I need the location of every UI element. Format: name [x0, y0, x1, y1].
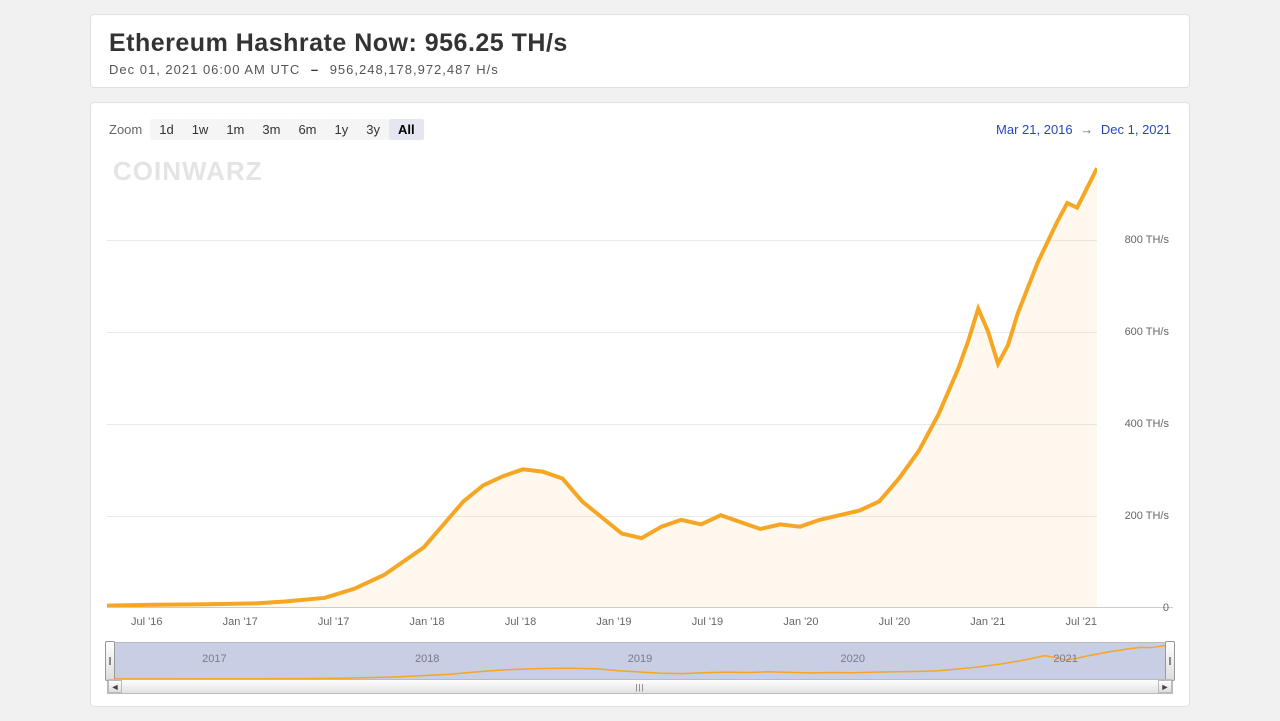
chart-toolbar: Zoom 1d1w1m3m6m1y3yAll Mar 21, 2016 → De… [109, 119, 1171, 140]
scroll-left-icon[interactable]: ◄ [108, 680, 122, 693]
x-tick-label: Jan '20 [783, 616, 818, 628]
x-tick-label: Jul '17 [318, 616, 349, 628]
raw-hashrate: 956,248,178,972,487 H/s [330, 62, 499, 77]
zoom-button-1y[interactable]: 1y [326, 119, 358, 140]
y-tick-label: 600 TH/s [1125, 326, 1169, 338]
zoom-button-1m[interactable]: 1m [217, 119, 253, 140]
zoom-button-1d[interactable]: 1d [150, 119, 182, 140]
x-tick-label: Jul '16 [131, 616, 162, 628]
y-tick-label: 800 TH/s [1125, 234, 1169, 246]
y-tick-label: 0 [1163, 602, 1169, 614]
x-axis-labels: Jul '16 Jan '17 Jul '17 Jan '18 Jul '18 Jan '… [107, 608, 1173, 632]
zoom-button-1w[interactable]: 1w [183, 119, 218, 140]
navigator-svg [108, 643, 1172, 679]
y-tick-label: 400 TH/s [1125, 418, 1169, 430]
chart-plot-area[interactable]: COINWARZ 0200 TH/s400 TH/s600 TH/s800 TH… [107, 148, 1173, 608]
x-tick-label: Jan '18 [410, 616, 445, 628]
page-subtitle: Dec 01, 2021 06:00 AM UTC – 956,248,178,… [109, 62, 1171, 77]
x-tick-label: Jan '21 [970, 616, 1005, 628]
page-title: Ethereum Hashrate Now: 956.25 TH/s [109, 29, 1171, 58]
x-tick-label: Jul '18 [505, 616, 536, 628]
navigator-handle-right[interactable] [1165, 641, 1175, 681]
x-tick-label: Jul '19 [692, 616, 723, 628]
zoom-button-6m[interactable]: 6m [289, 119, 325, 140]
zoom-button-3y[interactable]: 3y [357, 119, 389, 140]
subtitle-separator: – [311, 62, 319, 77]
navigator-handle-left[interactable] [105, 641, 115, 681]
y-tick-label: 200 TH/s [1125, 510, 1169, 522]
date-to[interactable]: Dec 1, 2021 [1101, 122, 1171, 137]
x-tick-label: Jan '19 [596, 616, 631, 628]
date-range: Mar 21, 2016 → Dec 1, 2021 [996, 122, 1171, 137]
arrow-icon: → [1080, 122, 1093, 137]
zoom-button-all[interactable]: All [389, 119, 424, 140]
chart-card: Zoom 1d1w1m3m6m1y3yAll Mar 21, 2016 → De… [90, 102, 1190, 707]
timestamp: Dec 01, 2021 06:00 AM UTC [109, 62, 300, 77]
scroll-right-icon[interactable]: ► [1158, 680, 1172, 693]
zoom-button-3m[interactable]: 3m [253, 119, 289, 140]
chart-svg [107, 148, 1097, 607]
scroll-grip-icon[interactable]: ||| [635, 683, 644, 692]
header-card: Ethereum Hashrate Now: 956.25 TH/s Dec 0… [90, 14, 1190, 88]
zoom-controls: Zoom 1d1w1m3m6m1y3yAll [109, 119, 424, 140]
navigator-scrollbar[interactable]: ◄ ||| ► [108, 679, 1172, 693]
x-tick-label: Jul '20 [879, 616, 910, 628]
x-tick-label: Jan '17 [223, 616, 258, 628]
navigator[interactable]: 20172018201920202021 ◄ ||| ► [107, 642, 1173, 694]
x-tick-label: Jul '21 [1066, 616, 1097, 628]
date-from[interactable]: Mar 21, 2016 [996, 122, 1073, 137]
zoom-label: Zoom [109, 122, 142, 137]
